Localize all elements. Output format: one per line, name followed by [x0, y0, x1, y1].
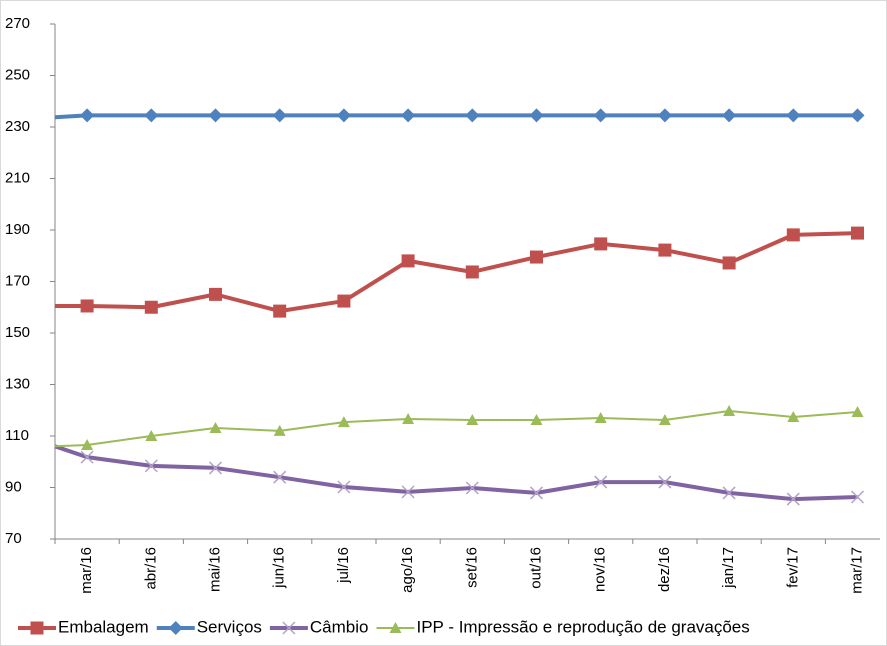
data-point	[402, 413, 415, 425]
data-point	[273, 424, 286, 436]
data-point	[144, 108, 159, 123]
y-tick-label: 230	[5, 118, 30, 135]
data-point	[401, 485, 415, 499]
x-tick-label: nov/16	[592, 547, 609, 592]
data-point	[208, 108, 223, 123]
data-point	[594, 475, 608, 489]
x-tick-label: fev/17	[784, 547, 801, 588]
x-tick-label: set/16	[463, 547, 480, 588]
legend-marker	[282, 621, 296, 635]
data-point	[723, 405, 736, 417]
legend-marker	[30, 621, 44, 635]
data-point	[401, 108, 416, 123]
series-line	[54, 113, 858, 120]
series-line	[54, 410, 858, 448]
data-point	[401, 254, 415, 268]
data-point	[530, 414, 543, 426]
data-point	[658, 243, 672, 257]
data-point	[337, 416, 350, 428]
data-point	[657, 108, 672, 123]
data-point	[144, 300, 158, 314]
data-point	[851, 406, 864, 418]
data-point	[272, 108, 287, 123]
data-point	[465, 481, 479, 495]
data-point	[145, 430, 158, 441]
y-tick-label: 70	[5, 530, 22, 547]
legend-label: Câmbio	[310, 617, 369, 636]
data-point	[466, 414, 479, 426]
x-tick-label: abr/16	[142, 547, 159, 590]
data-point	[850, 108, 865, 123]
y-tick-label: 170	[5, 272, 30, 289]
data-point	[594, 237, 608, 251]
legend-label: Embalagem	[58, 617, 149, 636]
data-point	[465, 108, 480, 123]
x-tick-label: jun/16	[271, 547, 288, 589]
data-point	[80, 108, 95, 123]
x-tick-label: mar/17	[848, 547, 865, 594]
data-point	[722, 486, 736, 500]
x-tick-label: mar/16	[78, 547, 95, 594]
legend-label: Serviços	[197, 617, 262, 636]
x-tick-label: ago/16	[399, 547, 416, 593]
data-point	[594, 411, 607, 423]
series-line	[54, 444, 858, 502]
series-line	[55, 231, 858, 314]
data-point	[722, 108, 737, 123]
data-point	[465, 265, 479, 279]
legend-label: IPP - Impressão e reprodução de gravaçõe…	[417, 617, 750, 636]
data-point	[530, 250, 543, 264]
data-point	[593, 108, 608, 123]
y-tick-label: 150	[5, 324, 30, 341]
data-point	[209, 422, 222, 434]
data-point	[208, 461, 223, 475]
x-tick-label: jan/17	[720, 547, 737, 589]
y-tick-label: 190	[5, 221, 30, 238]
data-point	[529, 108, 544, 123]
data-point	[80, 299, 94, 313]
x-tick-label: out/16	[527, 547, 544, 589]
y-tick-label: 130	[5, 375, 30, 392]
legend-marker	[168, 621, 183, 635]
data-point	[336, 108, 351, 123]
data-point	[658, 475, 672, 489]
data-point	[722, 256, 736, 270]
data-point	[851, 226, 864, 240]
y-tick-label: 270	[5, 15, 30, 32]
legend-marker	[389, 622, 402, 633]
y-tick-label: 210	[5, 169, 30, 186]
data-point	[337, 294, 351, 308]
x-tick-label: jul/16	[335, 547, 352, 584]
data-point	[80, 450, 94, 464]
y-tick-label: 110	[5, 427, 29, 444]
data-point	[273, 470, 287, 484]
data-point	[786, 108, 801, 123]
data-point	[850, 490, 865, 504]
y-tick-label: 250	[5, 66, 30, 83]
data-point	[786, 492, 800, 506]
legend: Embalagem Serviços Câmbio IPP - Impressão e…	[18, 617, 750, 636]
data-point	[81, 439, 94, 451]
data-point	[529, 486, 544, 500]
x-tick-label: mai/16	[206, 547, 223, 592]
data-point	[658, 414, 671, 426]
data-point	[209, 287, 222, 301]
data-point	[786, 228, 800, 242]
y-tick-label: 90	[5, 478, 22, 495]
data-point	[144, 459, 158, 473]
data-point	[273, 304, 287, 318]
data-point	[337, 480, 351, 494]
x-tick-label: dez/16	[656, 547, 673, 592]
data-point	[787, 410, 800, 422]
